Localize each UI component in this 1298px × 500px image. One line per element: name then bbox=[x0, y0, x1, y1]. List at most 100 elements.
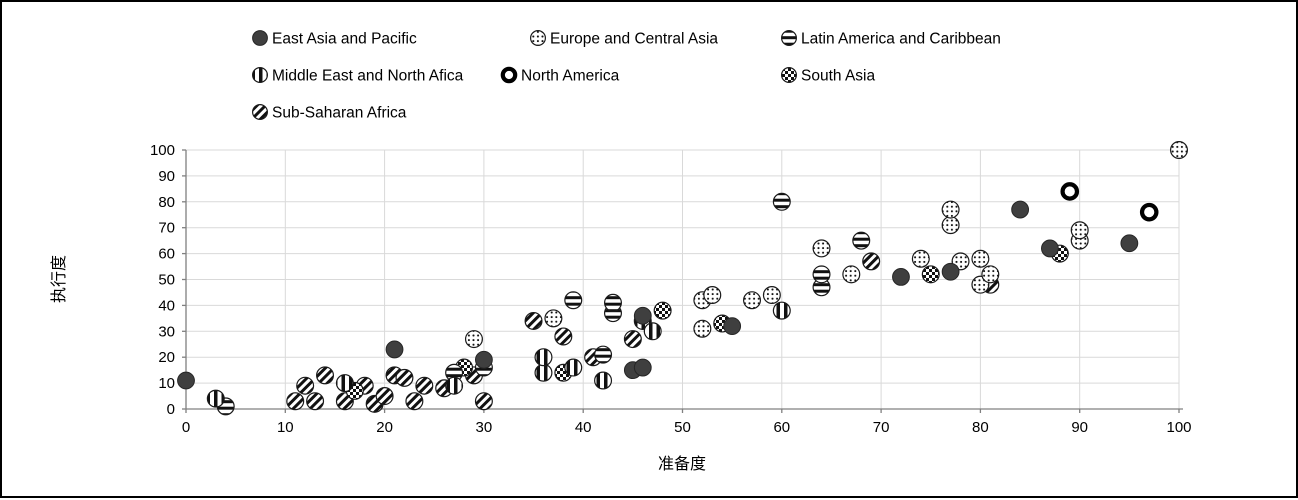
legend-label: South Asia bbox=[801, 68, 875, 85]
chart-legend: East Asia and Pacific Europe and Central … bbox=[252, 30, 1001, 122]
point bbox=[653, 301, 672, 320]
point bbox=[474, 392, 493, 411]
y-tick-label: 0 bbox=[167, 401, 175, 418]
legend-item: Sub-Saharan Africa bbox=[252, 103, 407, 122]
point bbox=[762, 286, 781, 305]
y-tick-label: 50 bbox=[158, 272, 175, 289]
point bbox=[306, 392, 325, 411]
point bbox=[524, 311, 543, 330]
y-tick-label: 30 bbox=[158, 323, 175, 340]
y-tick-label: 80 bbox=[158, 194, 175, 211]
legend-label: Sub-Saharan Africa bbox=[272, 105, 407, 122]
x-tick-label: 70 bbox=[873, 419, 890, 436]
point bbox=[206, 389, 225, 408]
point bbox=[177, 371, 195, 390]
point bbox=[772, 301, 791, 320]
x-tick-label: 90 bbox=[1071, 419, 1088, 436]
y-tick-label: 20 bbox=[158, 349, 175, 366]
y-tick-label: 60 bbox=[158, 246, 175, 263]
point bbox=[633, 306, 652, 325]
point bbox=[812, 239, 831, 258]
legend-label: Europe and Central Asia bbox=[550, 31, 718, 48]
legend-label: Latin America and Caribbean bbox=[801, 31, 1001, 48]
y-tick-label: 90 bbox=[158, 168, 175, 185]
point bbox=[564, 358, 583, 377]
legend-label: Middle East and North Afica bbox=[272, 68, 464, 85]
legend-marker-icon bbox=[529, 30, 546, 47]
point bbox=[534, 348, 553, 367]
point bbox=[772, 192, 791, 211]
point bbox=[842, 265, 861, 284]
point bbox=[534, 363, 553, 382]
x-tick-label: 80 bbox=[972, 419, 989, 436]
point bbox=[603, 293, 622, 312]
point bbox=[405, 392, 424, 411]
point bbox=[1169, 141, 1188, 160]
point bbox=[981, 265, 1000, 284]
point bbox=[385, 340, 404, 359]
legend-marker-icon bbox=[780, 66, 797, 83]
y-tick-label: 40 bbox=[158, 297, 175, 314]
point bbox=[475, 350, 493, 369]
point bbox=[594, 345, 613, 364]
legend-item: Middle East and North Afica bbox=[252, 66, 464, 85]
point bbox=[335, 374, 354, 393]
legend-marker-icon bbox=[252, 103, 269, 120]
point bbox=[1120, 234, 1139, 253]
y-tick-label: 100 bbox=[150, 142, 175, 159]
point bbox=[723, 317, 742, 336]
point bbox=[395, 368, 414, 387]
point bbox=[316, 366, 335, 385]
point bbox=[623, 330, 642, 349]
legend-item: North America bbox=[500, 66, 620, 85]
point bbox=[862, 252, 881, 271]
point bbox=[941, 216, 960, 235]
x-tick-label: 40 bbox=[575, 419, 592, 436]
point bbox=[703, 286, 722, 305]
point bbox=[812, 265, 831, 284]
x-tick-label: 30 bbox=[476, 419, 493, 436]
point bbox=[286, 392, 305, 411]
point bbox=[1011, 200, 1030, 219]
x-tick-label: 10 bbox=[277, 419, 294, 436]
legend-marker-icon bbox=[252, 66, 269, 83]
point bbox=[296, 376, 315, 395]
point bbox=[643, 322, 662, 341]
point bbox=[743, 291, 762, 310]
x-tick-label: 100 bbox=[1166, 419, 1191, 436]
point bbox=[941, 200, 960, 219]
point bbox=[921, 265, 940, 284]
x-tick-label: 0 bbox=[182, 419, 190, 436]
point bbox=[594, 371, 613, 390]
point bbox=[1070, 221, 1089, 240]
tick-labels: 0 10 20 30 40 50 60 70 80 90 100 0 10 20 30 40 50 60 70 80 9… bbox=[150, 142, 1192, 436]
legend-marker-icon bbox=[500, 66, 518, 84]
point bbox=[852, 231, 871, 250]
legend-label: East Asia and Pacific bbox=[272, 31, 417, 48]
y-tick-label: 10 bbox=[158, 375, 175, 392]
point bbox=[1060, 182, 1080, 201]
point bbox=[1041, 239, 1059, 258]
point bbox=[464, 330, 483, 349]
point bbox=[554, 327, 573, 346]
point bbox=[892, 268, 910, 286]
legend-item: South Asia bbox=[780, 66, 875, 85]
x-tick-label: 20 bbox=[376, 419, 393, 436]
point bbox=[941, 262, 960, 281]
point bbox=[911, 249, 930, 268]
data-points bbox=[177, 141, 1188, 416]
point bbox=[415, 376, 434, 395]
legend-item: East Asia and Pacific bbox=[252, 30, 417, 48]
point bbox=[971, 249, 990, 268]
axes bbox=[182, 149, 1183, 413]
y-tick-label: 70 bbox=[158, 220, 175, 237]
x-axis-title: 准备度 bbox=[658, 455, 706, 473]
point bbox=[375, 387, 394, 406]
point bbox=[1139, 202, 1159, 222]
y-axis-title: 执行度 bbox=[50, 255, 68, 303]
point bbox=[633, 358, 652, 377]
point bbox=[693, 319, 712, 338]
gridlines bbox=[186, 149, 1180, 409]
